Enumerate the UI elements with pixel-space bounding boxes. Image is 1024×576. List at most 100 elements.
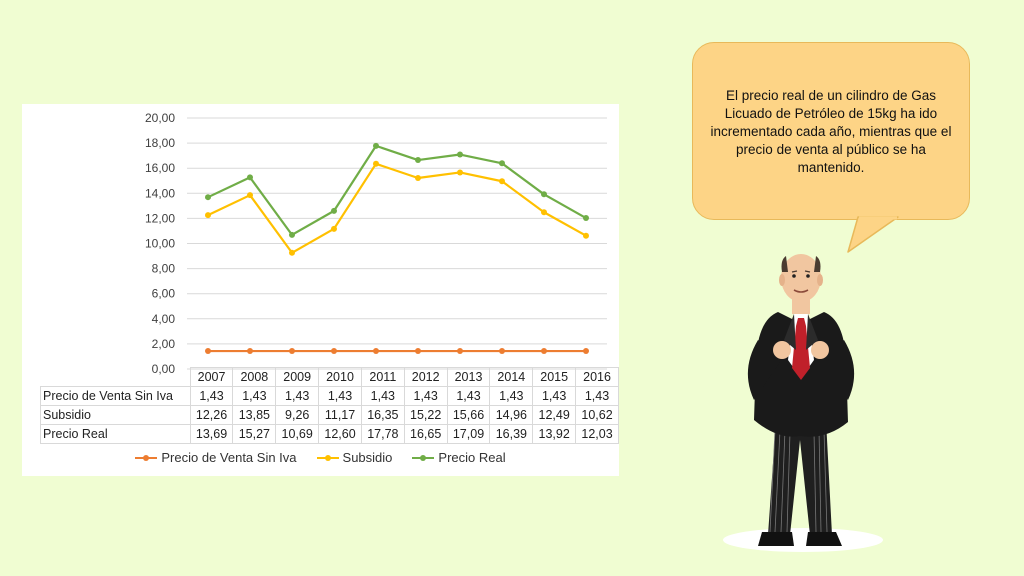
y-tick-label: 18,00 <box>145 136 175 150</box>
data-point <box>205 348 211 355</box>
table-header-row: 2007 2008 2009 2010 2011 2012 2013 2014 2015 2016 <box>40 367 619 387</box>
data-point <box>289 249 295 256</box>
data-label: 16,39 <box>489 424 534 444</box>
data-point <box>541 348 547 355</box>
x-tick-label: 2011 <box>360 367 405 387</box>
data-point <box>289 348 295 355</box>
data-label: 15,27 <box>232 424 277 444</box>
data-point <box>457 151 463 158</box>
data-point <box>331 225 337 232</box>
legend-entry: Subsidio <box>316 450 393 465</box>
data-point <box>289 231 295 238</box>
data-label: 1,43 <box>360 386 405 406</box>
data-point <box>331 348 337 355</box>
callout-text: El precio real de un cilindro de Gas Lic… <box>710 88 952 175</box>
x-tick-label: 2014 <box>489 367 534 387</box>
table-corner <box>40 367 191 387</box>
y-tick-label: 16,00 <box>145 161 175 175</box>
data-point <box>247 192 253 199</box>
data-label: 12,03 <box>575 424 619 444</box>
data-label: 1,43 <box>575 386 619 406</box>
data-label: 16,65 <box>403 424 448 444</box>
x-tick-label: 2015 <box>532 367 577 387</box>
data-label: 16,35 <box>360 405 405 425</box>
data-label: 17,78 <box>360 424 405 444</box>
legend-label: Precio Real <box>438 450 506 465</box>
table-row: Subsidio 12,26 13,85 9,26 11,17 16,35 15,22 15,… <box>40 405 619 425</box>
y-tick-label: 6,00 <box>152 287 176 301</box>
data-point <box>583 215 589 222</box>
speech-bubble: El precio real de un cilindro de Gas Lic… <box>692 42 970 220</box>
data-point <box>373 348 379 355</box>
data-label: 13,85 <box>232 405 277 425</box>
chart-panel: 0,00 2,00 4,00 6,00 8,00 10,00 12,00 14,00 16,00… <box>22 104 619 476</box>
x-tick-label: 2009 <box>275 367 320 387</box>
series-row-label: Precio Real <box>40 424 191 444</box>
y-tick-label: 14,00 <box>145 186 175 200</box>
legend-entry: Precio de Venta Sin Iva <box>135 450 297 465</box>
data-label: 13,92 <box>532 424 577 444</box>
data-label: 1,43 <box>275 386 320 406</box>
series-row-label: Subsidio <box>40 405 191 425</box>
data-point <box>373 160 379 167</box>
data-point <box>457 169 463 176</box>
data-point <box>499 160 505 167</box>
legend-swatch <box>135 453 158 463</box>
legend-swatch <box>412 453 435 463</box>
data-label: 1,43 <box>318 386 362 406</box>
data-label: 10,62 <box>575 405 619 425</box>
x-tick-label: 2012 <box>403 367 448 387</box>
y-tick-label: 4,00 <box>152 312 176 326</box>
legend-label: Precio de Venta Sin Iva <box>161 450 297 465</box>
data-label: 14,96 <box>489 405 534 425</box>
data-point <box>247 174 253 181</box>
data-label: 1,43 <box>232 386 277 406</box>
legend-entry: Precio Real <box>412 450 506 465</box>
table-row: Precio de Venta Sin Iva 1,43 1,43 1,43 1,43 1… <box>40 386 619 406</box>
data-point <box>415 174 421 181</box>
y-tick-label: 20,00 <box>145 111 175 125</box>
data-point <box>541 191 547 198</box>
businessman-icon <box>723 254 883 552</box>
legend-label: Subsidio <box>342 450 393 465</box>
data-label: 1,43 <box>189 386 234 406</box>
series-line-2 <box>207 144 587 236</box>
data-label: 12,60 <box>318 424 362 444</box>
line-chart: 0,002,004,006,008,0010,0012,0014,0016,00… <box>145 111 607 376</box>
x-tick-label: 2010 <box>318 367 362 387</box>
data-label: 1,43 <box>532 386 577 406</box>
legend-swatch <box>316 453 339 463</box>
data-point <box>415 348 421 355</box>
data-point <box>499 178 505 185</box>
table-row: Precio Real 13,69 15,27 10,69 12,60 17,78 16,6… <box>40 424 619 444</box>
data-point <box>331 207 337 214</box>
chart-legend: Precio de Venta Sin Iva Subsidio Precio Re… <box>22 450 619 465</box>
data-point <box>205 212 211 219</box>
data-label: 1,43 <box>446 386 491 406</box>
data-point <box>583 348 589 355</box>
y-tick-label: 8,00 <box>152 262 176 276</box>
data-point <box>583 232 589 239</box>
data-label: 12,49 <box>532 405 577 425</box>
data-point <box>373 142 379 149</box>
y-tick-label: 2,00 <box>152 337 176 351</box>
data-label: 15,66 <box>446 405 491 425</box>
series-row-label: Precio de Venta Sin Iva <box>40 386 191 406</box>
data-label: 11,17 <box>318 405 362 425</box>
data-point <box>415 157 421 164</box>
data-label: 13,69 <box>189 424 234 444</box>
data-point <box>247 348 253 355</box>
data-label: 1,43 <box>403 386 448 406</box>
x-tick-label: 2008 <box>232 367 277 387</box>
data-label: 9,26 <box>275 405 320 425</box>
y-tick-label: 10,00 <box>145 237 175 251</box>
x-tick-label: 2007 <box>189 367 234 387</box>
y-tick-label: 12,00 <box>145 211 175 225</box>
data-label: 17,09 <box>446 424 491 444</box>
series-line-1 <box>207 162 587 254</box>
data-label: 15,22 <box>403 405 448 425</box>
data-label: 10,69 <box>275 424 320 444</box>
x-tick-label: 2013 <box>446 367 491 387</box>
data-point <box>541 209 547 216</box>
data-point <box>205 194 211 201</box>
